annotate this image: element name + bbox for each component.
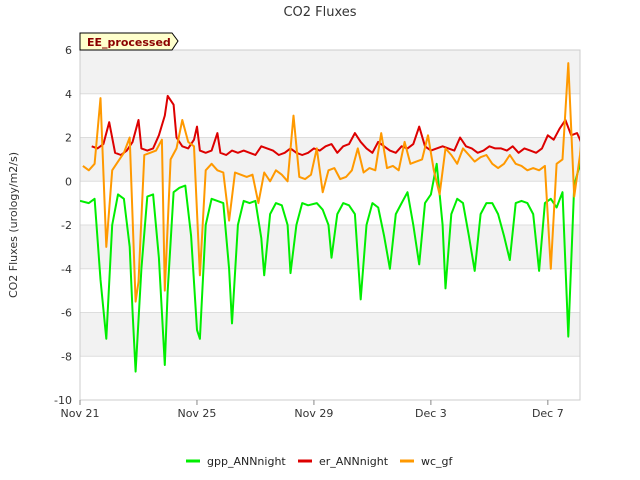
x-tick-label: Nov 29 [294, 407, 333, 420]
processing-badge: EE_processed [79, 32, 179, 51]
y-tick-label: -6 [61, 307, 72, 320]
badge-label: EE_processed [87, 36, 171, 49]
legend: gpp_ANNnight er_ANNnight wc_gf [186, 455, 454, 468]
series-line-er_ANNnight [91, 94, 580, 156]
series-layer [80, 62, 580, 373]
x-tick-label: Nov 21 [61, 407, 100, 420]
x-axis-ticks: Nov 21 Nov 25 Nov 29 Dec 3 Dec 7 [61, 400, 564, 420]
y-tick-label: -2 [61, 219, 72, 232]
grid-band [80, 312, 580, 357]
y-tick-label: -10 [54, 394, 72, 407]
legend-label-er: er_ANNnight [319, 455, 389, 468]
x-tick-label: Nov 25 [177, 407, 216, 420]
y-tick-label: 4 [65, 88, 72, 101]
chart-title: CO2 Fluxes [283, 5, 356, 20]
series-line-gpp_ANNnight [80, 162, 580, 373]
y-tick-label: -8 [61, 350, 72, 363]
legend-item-er: er_ANNnight [298, 455, 389, 468]
badge-background [79, 32, 179, 51]
series-line-wc_gf [82, 62, 580, 303]
legend-label-wc: wc_gf [421, 455, 454, 468]
grid-band [80, 50, 580, 94]
y-axis-label: CO2 Fluxes (urology/m2/s) [7, 152, 20, 298]
x-tick-label: Dec 7 [532, 407, 564, 420]
y-tick-label: 6 [65, 44, 72, 57]
legend-item-wc: wc_gf [400, 455, 454, 468]
x-tick-label: Dec 3 [415, 407, 447, 420]
y-tick-label: 2 [65, 132, 72, 145]
y-axis-ticks: 6 4 2 0 -2 -4 -6 -8 -10 [54, 44, 72, 407]
legend-item-gpp: gpp_ANNnight [186, 455, 286, 468]
plot-area [79, 49, 581, 401]
y-tick-label: -4 [61, 263, 72, 276]
grid-bands [80, 50, 580, 357]
y-tick-label: 0 [65, 175, 72, 188]
legend-label-gpp: gpp_ANNnight [207, 455, 286, 468]
